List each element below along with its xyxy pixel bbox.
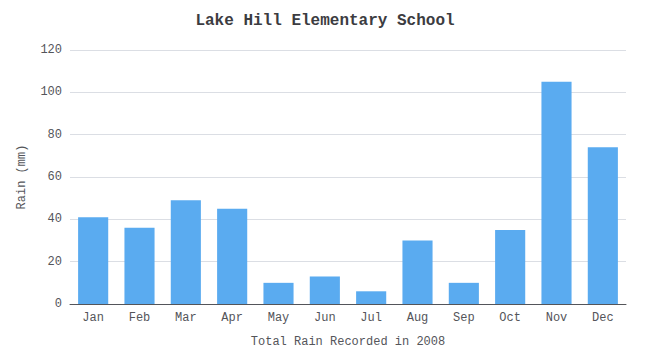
svg-text:Nov: Nov xyxy=(546,311,568,325)
svg-text:Jul: Jul xyxy=(360,311,382,325)
svg-text:Total Rain Recorded in 2008: Total Rain Recorded in 2008 xyxy=(251,335,445,349)
svg-text:20: 20 xyxy=(48,255,62,269)
svg-text:Mar: Mar xyxy=(175,311,197,325)
svg-text:Sep: Sep xyxy=(453,311,475,325)
svg-text:Jan: Jan xyxy=(82,311,104,325)
svg-text:Oct: Oct xyxy=(499,311,521,325)
svg-text:Feb: Feb xyxy=(129,311,151,325)
svg-text:80: 80 xyxy=(48,128,62,142)
svg-text:May: May xyxy=(268,311,290,325)
svg-text:Jun: Jun xyxy=(314,311,336,325)
svg-text:Apr: Apr xyxy=(221,311,243,325)
svg-text:100: 100 xyxy=(40,85,62,99)
svg-text:Lake Hill Elementary School: Lake Hill Elementary School xyxy=(195,12,454,30)
svg-text:Aug: Aug xyxy=(407,311,429,325)
svg-text:120: 120 xyxy=(40,43,62,57)
svg-text:Rain (mm): Rain (mm) xyxy=(15,145,29,210)
svg-text:60: 60 xyxy=(48,170,62,184)
svg-text:40: 40 xyxy=(48,212,62,226)
svg-text:Dec: Dec xyxy=(592,311,614,325)
svg-text:0: 0 xyxy=(55,297,62,311)
